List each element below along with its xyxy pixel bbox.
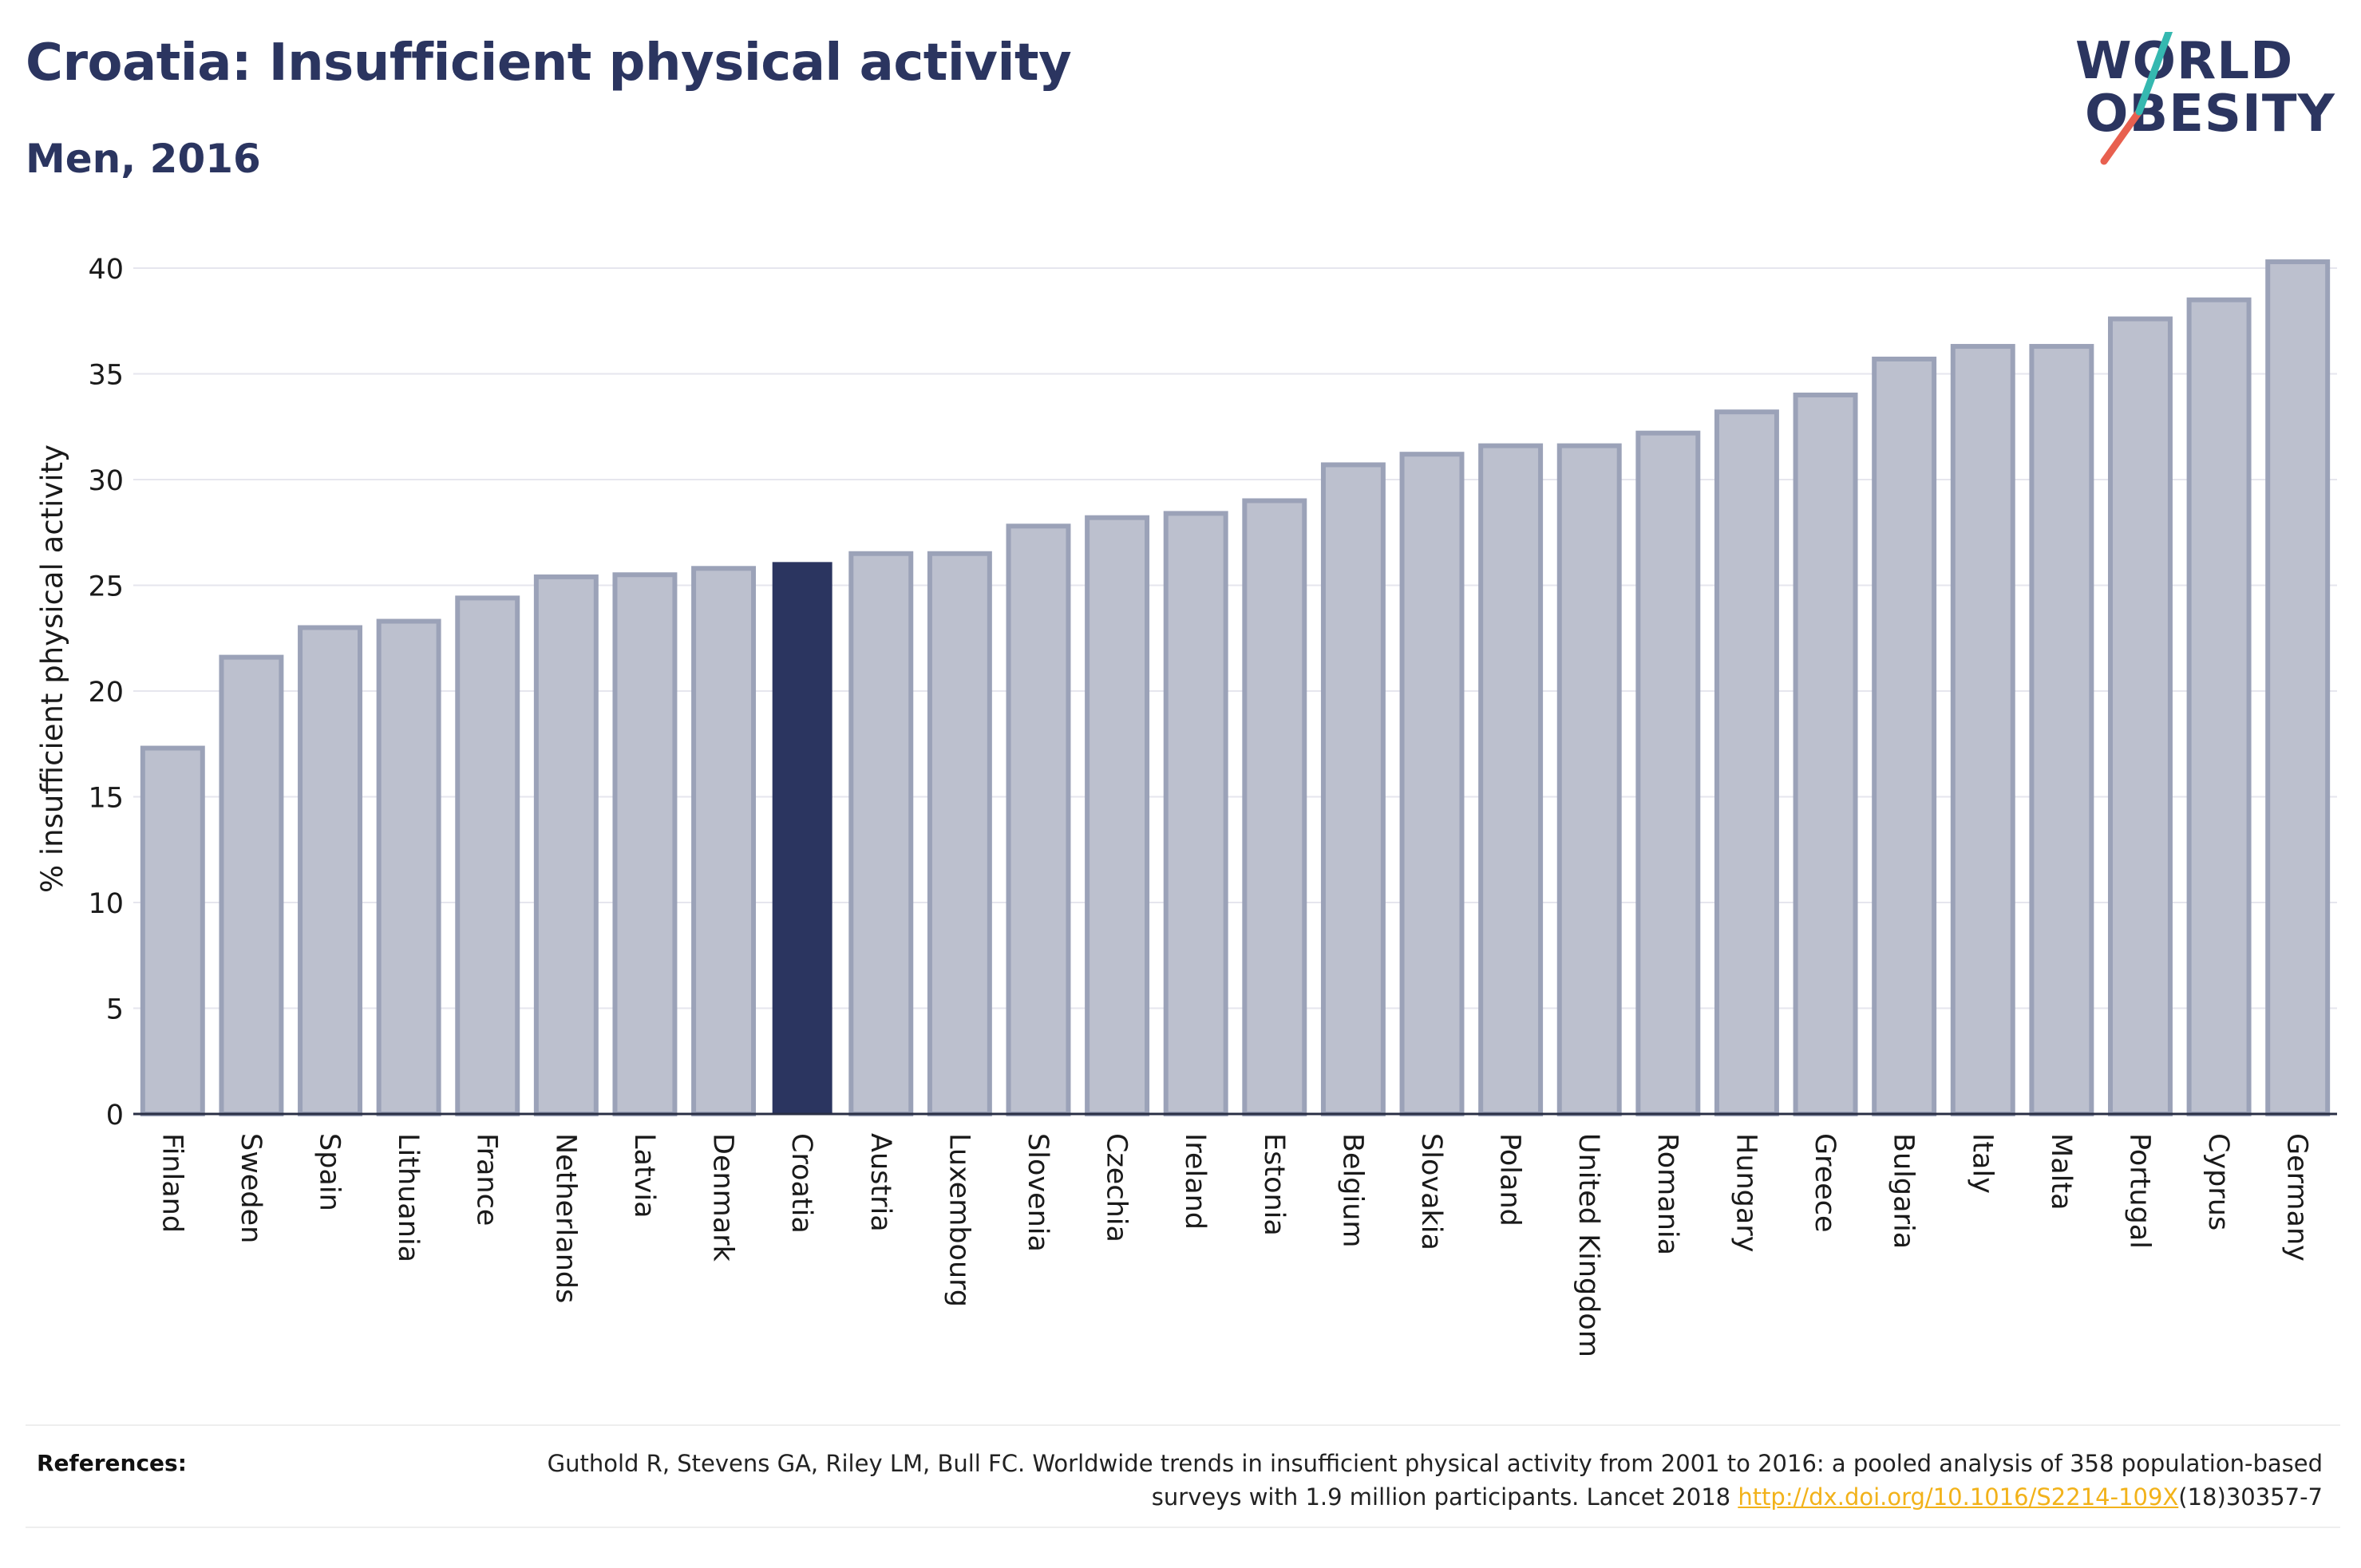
world-obesity-logo: WORLD OBESITY	[2075, 32, 2347, 176]
bar-cyprus	[2186, 297, 2252, 1116]
x-tick-label: Luxembourg	[943, 1133, 975, 1307]
bar-france	[455, 595, 520, 1116]
bar-spain	[298, 625, 362, 1116]
y-axis-label: % insufficient physical activity	[35, 444, 69, 893]
bar-slovakia	[1399, 452, 1465, 1116]
bar-malta	[2029, 344, 2094, 1116]
x-tick-label: Denmark	[707, 1133, 739, 1262]
bar-lithuania	[376, 618, 441, 1116]
bar-estonia	[1242, 498, 1307, 1116]
bar-bulgaria	[1872, 356, 1937, 1116]
x-tick-label: Spain	[314, 1133, 346, 1211]
bar-chart: 0 5 10 15 20 25 30 35 40 Finland Sweden Spain Lithua…	[35, 254, 2337, 1357]
y-tick-label: 35	[88, 360, 124, 392]
x-tick-label: Croatia	[785, 1133, 817, 1234]
y-tick-label: 5	[106, 994, 124, 1026]
x-tick-label: United Kingdom	[1572, 1133, 1604, 1357]
references-doi-link[interactable]: http://dx.doi.org/10.1016/S2214-109X	[1738, 1483, 2179, 1511]
bar-greece	[1793, 393, 1858, 1116]
x-tick-label: Germany	[2281, 1133, 2313, 1262]
bar-latvia	[612, 572, 678, 1116]
x-tick-label: Portugal	[2123, 1133, 2155, 1249]
x-tick-label: Sweden	[235, 1133, 267, 1243]
x-tick-label: Ireland	[1179, 1133, 1211, 1230]
y-tick-label: 10	[88, 888, 124, 920]
logo-line-1: WORLD	[2075, 32, 2294, 91]
x-tick-label: France	[471, 1133, 503, 1226]
x-tick-label: Belgium	[1336, 1133, 1368, 1248]
bar-finland	[140, 745, 205, 1116]
x-tick-label: Cyprus	[2202, 1133, 2234, 1230]
bar-croatia	[772, 562, 832, 1114]
bar-denmark	[691, 566, 757, 1116]
bar-ireland	[1163, 511, 1228, 1116]
bar-czechia	[1085, 515, 1150, 1116]
y-tick-label: 20	[88, 677, 124, 709]
references-citation-end: (18)30357-7	[2178, 1483, 2323, 1511]
x-tick-label: Austria	[864, 1133, 896, 1232]
x-tick-label: Bulgaria	[1888, 1133, 1920, 1249]
bar-germany	[2265, 259, 2331, 1116]
x-tick-label: Slovakia	[1415, 1133, 1447, 1250]
x-tick-label: Lithuania	[392, 1133, 424, 1262]
bar-austria	[848, 551, 914, 1116]
x-tick-label: Estonia	[1258, 1133, 1290, 1236]
x-tick-label: Hungary	[1730, 1133, 1762, 1252]
x-tick-label: Greece	[1809, 1133, 1841, 1233]
references-text: Guthold R, Stevens GA, Riley LM, Bull FC…	[487, 1447, 2323, 1514]
x-tick-label: Slovenia	[1022, 1133, 1054, 1252]
bar-luxembourg	[927, 551, 992, 1116]
y-tick-label: 30	[88, 465, 124, 497]
x-tick-label: Finland	[156, 1133, 188, 1233]
bar-slovenia	[1006, 523, 1071, 1116]
x-tick-label: Poland	[1494, 1133, 1526, 1226]
x-tick-label: Latvia	[628, 1133, 660, 1218]
bar-sweden	[219, 654, 284, 1116]
bar-belgium	[1320, 462, 1386, 1116]
y-tick-label: 0	[106, 1100, 124, 1132]
bar-hungary	[1714, 409, 1779, 1116]
references-citation: Guthold R, Stevens GA, Riley LM, Bull FC…	[547, 1450, 2323, 1511]
bar-netherlands	[533, 574, 599, 1116]
bar-poland	[1478, 443, 1544, 1116]
x-tick-label: Italy	[1966, 1133, 1998, 1194]
chart-title: Croatia: Insufficient physical activity	[26, 34, 1072, 93]
y-tick-label: 15	[88, 783, 124, 815]
axis-layer: 0 5 10 15 20 25 30 35 40 Finland Sweden Spain Lithua…	[88, 254, 2337, 1357]
x-tick-label: Czechia	[1101, 1133, 1133, 1242]
logo-slash-icon	[2100, 32, 2173, 165]
bar-united-kingdom	[1556, 443, 1622, 1116]
references-box: References: Guthold R, Stevens GA, Riley…	[26, 1424, 2340, 1528]
bar-romania	[1635, 430, 1701, 1116]
y-tick-label: 40	[88, 254, 124, 286]
references-label: References:	[37, 1450, 187, 1476]
x-tick-label: Romania	[1651, 1133, 1683, 1255]
bar-portugal	[2108, 316, 2173, 1117]
bar-italy	[1950, 344, 2015, 1116]
bar-layer	[140, 259, 2331, 1117]
x-tick-label: Malta	[2045, 1133, 2077, 1211]
y-tick-label: 25	[88, 571, 124, 603]
chart-subtitle: Men, 2016	[26, 136, 261, 182]
x-tick-label: Netherlands	[549, 1133, 581, 1303]
